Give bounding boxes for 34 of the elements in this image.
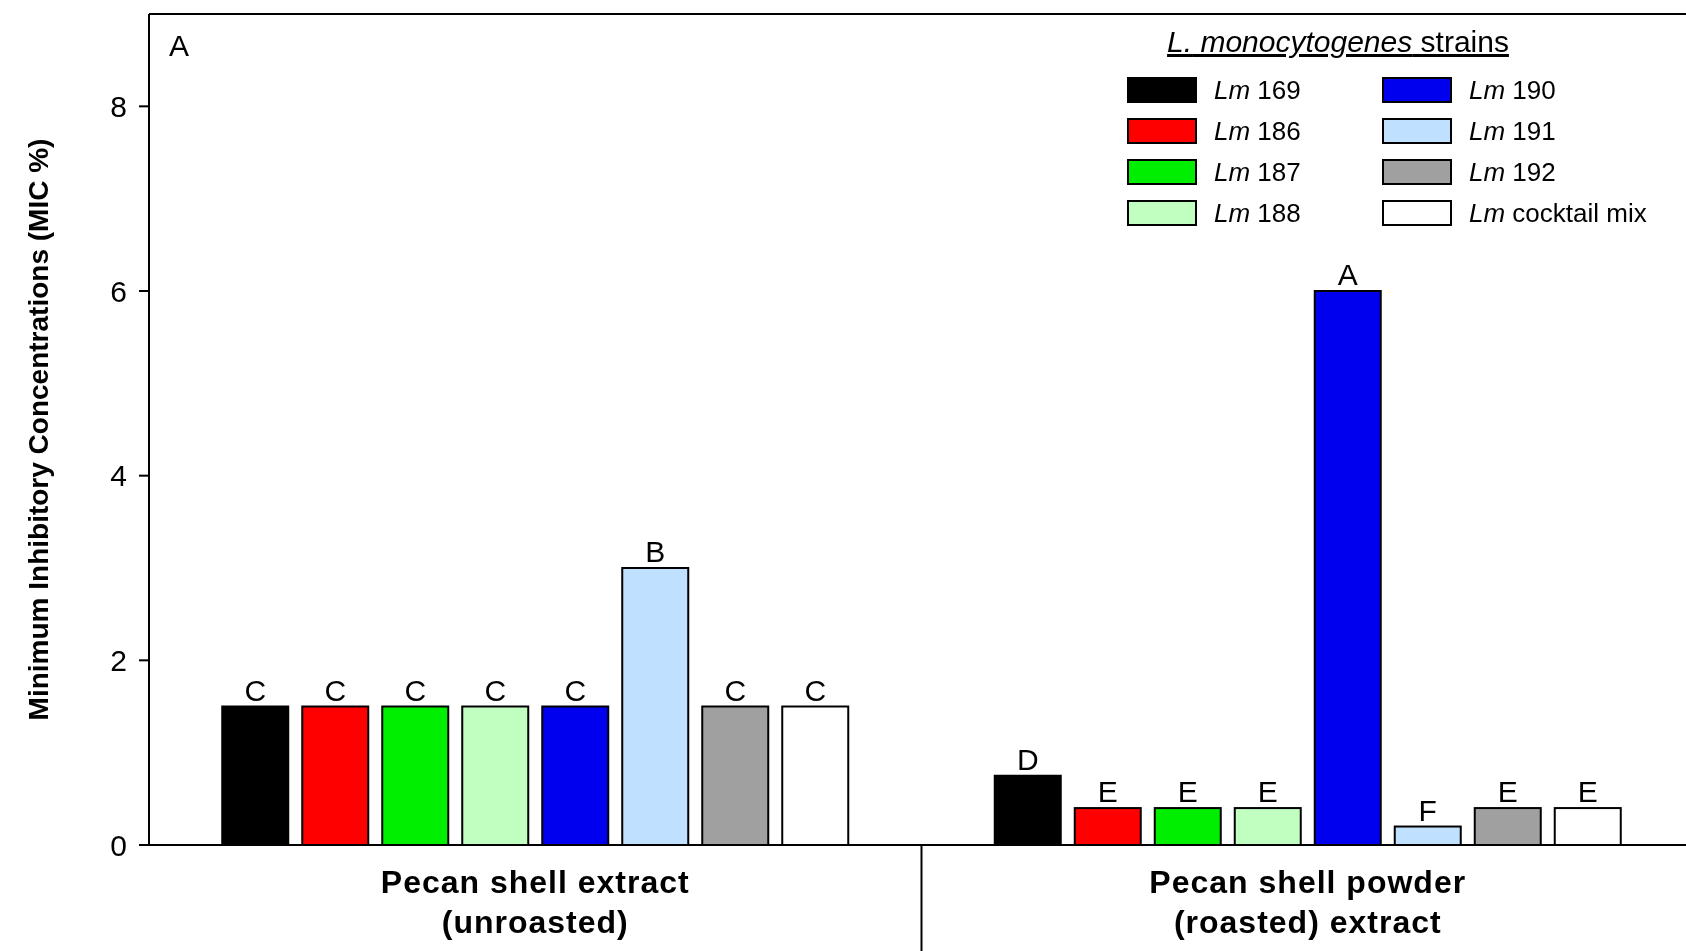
data-label: B	[645, 535, 666, 568]
legend-title: L. monocytogenes strains	[1167, 25, 1509, 58]
data-label: E	[1257, 775, 1278, 809]
data-label: C	[564, 673, 587, 707]
data-label: E	[1177, 775, 1198, 809]
data-label: C	[724, 673, 747, 707]
data-label: D	[1016, 742, 1039, 776]
y-tick-label: 0	[110, 828, 127, 862]
y-tick-label: 8	[110, 89, 127, 123]
legend-label: Lm 192	[1469, 157, 1556, 188]
data-label: C	[404, 673, 427, 707]
legend-label: Lm 169	[1214, 75, 1301, 106]
legend-label: Lm cocktail mix	[1469, 198, 1647, 229]
data-label: F	[1418, 793, 1437, 827]
legend-label: Lm 190	[1469, 75, 1556, 106]
x-tick-label: Pecan shell powder (roasted) extract	[1149, 864, 1467, 940]
y-tick-label: 4	[110, 459, 127, 493]
data-label: C	[244, 673, 267, 707]
data-label: E	[1097, 775, 1118, 809]
legend-label: Lm 186	[1214, 116, 1301, 147]
y-axis-title: Minimum Inhibitory Concentrations (MIC %)	[23, 138, 54, 721]
legend-label: Lm 188	[1214, 198, 1301, 229]
y-tick-label: 2	[110, 643, 127, 677]
x-tick-label: Pecan shell extract (unroasted)	[380, 864, 690, 940]
annotation: A	[169, 29, 190, 62]
y-tick-label: 6	[110, 274, 127, 308]
data-label: A	[1337, 258, 1358, 291]
data-label: E	[1497, 775, 1518, 809]
data-label: E	[1577, 775, 1598, 809]
data-label: C	[804, 673, 827, 707]
data-label: C	[324, 673, 347, 707]
legend-label: Lm 187	[1214, 157, 1301, 188]
legend-label: Lm 191	[1469, 116, 1556, 147]
data-label: C	[484, 673, 507, 707]
